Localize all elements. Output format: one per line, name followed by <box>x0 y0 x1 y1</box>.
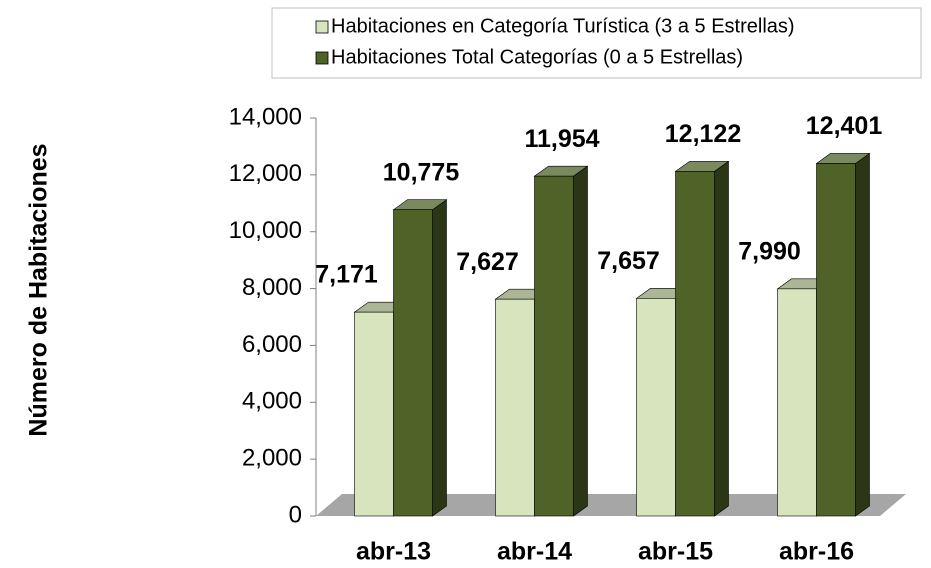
data-label: 12,122 <box>665 120 741 148</box>
y-tick-label: 14,000 <box>229 103 302 130</box>
bar <box>777 288 817 517</box>
bar <box>393 209 433 517</box>
bar <box>534 175 574 517</box>
bar <box>636 298 676 517</box>
y-tick-label: 10,000 <box>229 217 302 244</box>
data-label: 10,775 <box>383 158 460 186</box>
legend-swatch <box>315 51 329 65</box>
data-label: 7,627 <box>456 248 519 276</box>
data-label: 7,990 <box>738 237 801 265</box>
data-label: 7,171 <box>315 261 378 289</box>
bar <box>354 311 394 517</box>
y-tick-label: 6,000 <box>242 331 302 358</box>
y-tick-label: 4,000 <box>242 388 302 415</box>
bar-side <box>855 152 870 517</box>
legend-label: Habitaciones en Categoría Turística (3 a… <box>331 15 795 37</box>
y-tick-label: 8,000 <box>242 274 302 301</box>
data-label: 12,401 <box>806 112 883 140</box>
x-tick-label: abr-15 <box>638 538 713 566</box>
bar-side <box>573 165 588 517</box>
legend-box <box>271 7 922 79</box>
legend-swatch <box>315 20 329 34</box>
data-label: 7,657 <box>597 247 660 275</box>
bar <box>675 171 715 517</box>
legend-label: Habitaciones Total Categorías (0 a 5 Est… <box>331 46 743 68</box>
x-tick-label: abr-14 <box>497 538 572 566</box>
bar-side <box>432 199 447 517</box>
y-tick-label: 2,000 <box>242 444 302 471</box>
bar <box>816 163 856 517</box>
x-tick-label: abr-13 <box>356 538 431 566</box>
data-label: 11,954 <box>524 125 599 153</box>
y-tick-label: 0 <box>289 501 302 528</box>
y-tick-label: 12,000 <box>229 160 302 187</box>
y-axis-title: Número de Habitaciones <box>25 143 53 436</box>
bar <box>495 298 535 517</box>
floor <box>316 494 906 516</box>
x-tick-label: abr-16 <box>779 538 854 566</box>
bar-side <box>714 160 729 517</box>
